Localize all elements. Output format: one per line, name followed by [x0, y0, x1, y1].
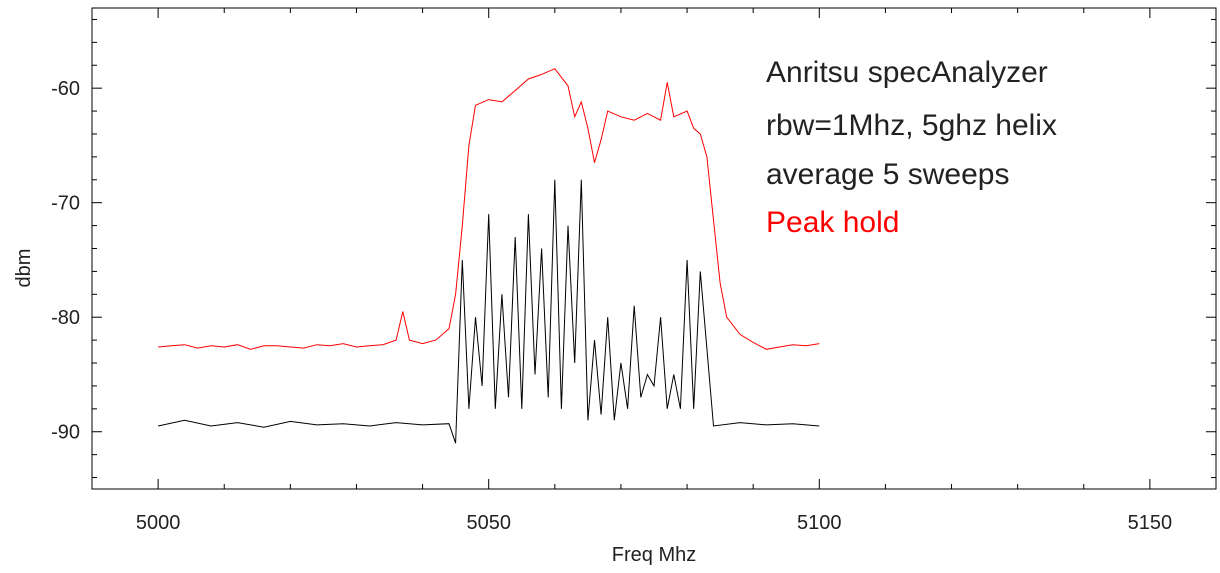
annotation-peak-hold: Peak hold: [766, 206, 899, 239]
y-axis-label: dbm: [13, 249, 35, 288]
x-tick-label: 5050: [466, 512, 511, 534]
y-tick-label: -90: [51, 422, 80, 444]
x-tick-label: 5100: [797, 512, 842, 534]
axis-ticks: 5000 5050 5100 5150 -90 -80 -70 -60: [51, 8, 1217, 534]
annotation-instrument: Anritsu specAnalyzer: [766, 56, 1048, 89]
x-tick-label: 5000: [136, 512, 181, 534]
annotation-settings: rbw=1Mhz, 5ghz helix: [766, 109, 1057, 142]
y-tick-label: -80: [51, 307, 80, 329]
x-axis-label: Freq Mhz: [612, 544, 696, 566]
y-tick-label: -60: [51, 78, 80, 100]
series-line-average: [157, 179, 820, 444]
series-layer: [157, 68, 820, 444]
annotation-averaging: average 5 sweeps: [766, 158, 1010, 191]
y-tick-label: -70: [51, 193, 80, 215]
series-line-peak-hold: [158, 68, 820, 350]
x-tick-label: 5150: [1128, 512, 1173, 534]
